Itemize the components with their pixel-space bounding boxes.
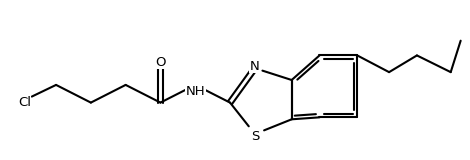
Text: S: S [251, 129, 259, 143]
Text: Cl: Cl [18, 96, 31, 109]
Text: N: N [250, 60, 260, 73]
Text: O: O [155, 56, 166, 69]
Text: NH: NH [186, 85, 205, 98]
